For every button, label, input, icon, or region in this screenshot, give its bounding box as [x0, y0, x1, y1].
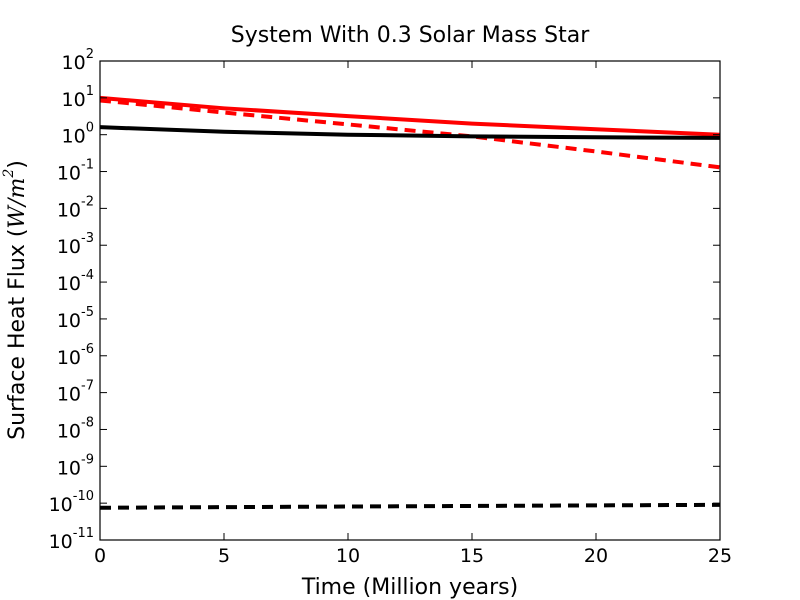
x-tick-label: 5	[218, 545, 230, 567]
series-line-4	[99, 502, 721, 510]
x-tick-label: 10	[336, 545, 360, 567]
y-tick-label: 10-10	[49, 489, 94, 516]
series-layer	[99, 95, 721, 510]
y-tick-label: 10-9	[57, 452, 94, 479]
y-tick-label: 10-6	[57, 342, 94, 369]
y-tick-label: 10-5	[57, 305, 94, 332]
x-tick-label: 25	[708, 545, 732, 567]
plot-frame	[99, 60, 721, 541]
series-line-2	[99, 98, 721, 170]
y-tick-label: 10-4	[57, 268, 94, 295]
x-tick-label: 15	[460, 545, 484, 567]
y-tick-label: 10-7	[57, 379, 94, 406]
x-axis-label: Time (Million years)	[301, 575, 518, 600]
y-tick-label: 10-11	[49, 526, 94, 553]
y-tick-label: 10-8	[57, 415, 94, 442]
y-axis-ticks: 10-11 10-10 10-9 10-8 10-7 10-6 10-5 10-4 10-3 10…	[49, 47, 720, 553]
chart-title: System With 0.3 Solar Mass Star	[231, 23, 590, 48]
y-tick-label: 10-3	[57, 231, 94, 258]
y-tick-label: 100	[62, 121, 94, 148]
y-tick-label: 10-2	[57, 194, 94, 221]
y-axis-label-unit: W/m	[5, 178, 30, 229]
y-axis-label: Surface Heat Flux (W/m2)	[1, 160, 30, 440]
y-tick-label: 101	[62, 84, 94, 111]
y-axis-label-close: )	[5, 160, 30, 169]
series-line-1	[99, 95, 721, 137]
x-tick-label: 0	[94, 545, 106, 567]
y-axis-label-unit-exp: 2	[1, 169, 17, 179]
x-tick-label: 20	[584, 545, 608, 567]
y-tick-label: 102	[62, 47, 94, 74]
x-axis-ticks: 0 5 10 15 20 25	[94, 61, 732, 567]
y-tick-label: 10-1	[57, 158, 94, 185]
series-line-3	[99, 125, 721, 140]
y-axis-label-main: Surface Heat Flux (	[5, 229, 30, 440]
